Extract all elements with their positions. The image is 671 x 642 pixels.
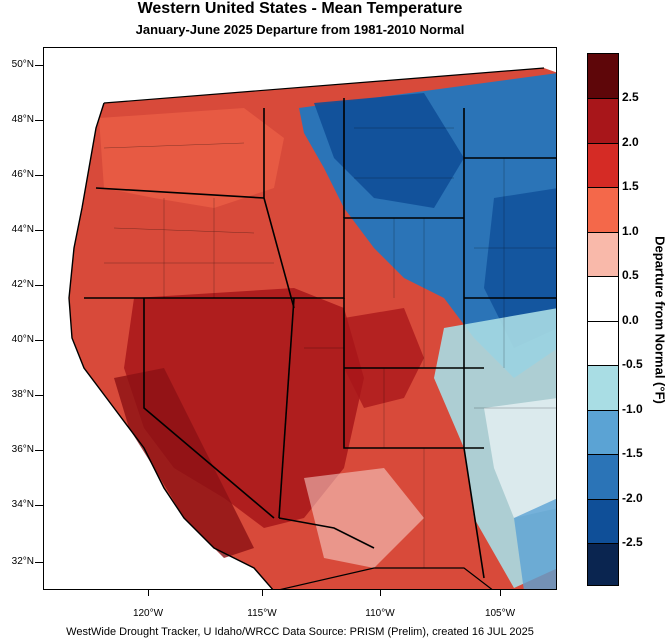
colorbar-divider <box>588 410 618 411</box>
colorbar-segment-10 <box>588 499 618 543</box>
map-canvas <box>44 48 556 589</box>
lat-label-38: 38°N <box>11 389 34 400</box>
county-lines <box>103 127 556 568</box>
hot-region-california <box>114 368 254 558</box>
colorbar-segment-2 <box>588 143 618 187</box>
mexico-border <box>280 567 493 589</box>
colorbar-label-neg-2-5: -2.5 <box>622 535 643 549</box>
lon-label-115: 115°W <box>247 608 277 619</box>
lat-label-42: 42°N <box>11 279 34 290</box>
lat-tick-42 <box>35 285 43 286</box>
lon-tick-110 <box>380 590 381 596</box>
lat-label-48: 48°N <box>11 114 34 125</box>
colorbar-divider <box>588 187 618 188</box>
colorbar <box>587 53 619 586</box>
colorbar-label-1-0: 1.0 <box>622 224 639 238</box>
colorbar-segment-9 <box>588 454 618 499</box>
colorbar-segment-11 <box>588 543 618 585</box>
colorbar-divider <box>588 98 618 99</box>
lon-label-110: 110°W <box>365 608 395 619</box>
colorbar-label-2-5: 2.5 <box>622 90 639 104</box>
colorbar-divider <box>588 454 618 455</box>
colorbar-label-neg-2-0: -2.0 <box>622 491 643 505</box>
colorbar-divider <box>588 232 618 233</box>
lat-tick-46 <box>35 175 43 176</box>
lat-label-44: 44°N <box>11 224 34 235</box>
lat-label-46: 46°N <box>11 169 34 180</box>
lat-tick-32 <box>35 562 43 563</box>
lon-label-105: 105°W <box>484 608 516 619</box>
lon-tick-115 <box>262 590 263 596</box>
colorbar-label-neg-0-5: -0.5 <box>622 357 643 371</box>
colorbar-divider <box>588 276 618 277</box>
colorbar-segment-0 <box>588 54 618 98</box>
lat-label-34: 34°N <box>11 499 34 510</box>
colorbar-segment-5 <box>588 276 618 321</box>
colorbar-segment-3 <box>588 187 618 232</box>
lon-label-120: 120°W <box>132 608 164 619</box>
lat-label-40: 40°N <box>11 334 34 345</box>
colorbar-label-2-0: 2.0 <box>622 135 639 149</box>
colorbar-segment-4 <box>588 232 618 276</box>
lat-label-32: 32°N <box>11 556 34 567</box>
temperature-anomaly-map <box>43 47 557 590</box>
footer-credits: WestWide Drought Tracker, U Idaho/WRCC D… <box>66 626 534 638</box>
light-region-southwest <box>304 468 424 568</box>
state-boundaries <box>84 98 556 579</box>
hot-region-four-corners <box>344 308 424 408</box>
canada-border <box>103 67 545 104</box>
lon-tick-105 <box>500 590 501 596</box>
colorbar-divider <box>588 543 618 544</box>
neutral-transition <box>484 398 556 518</box>
lat-tick-36 <box>35 450 43 451</box>
mild-region-pacific-nw <box>99 108 284 208</box>
lat-tick-34 <box>35 505 43 506</box>
lon-tick-120 <box>148 590 149 596</box>
cool-region-east-edge <box>484 188 556 348</box>
map-subtitle: January-June 2025 Departure from 1981-20… <box>135 22 465 37</box>
lat-tick-44 <box>35 230 43 231</box>
colorbar-divider <box>588 321 618 322</box>
colorbar-segment-6 <box>588 321 618 365</box>
coastline <box>68 102 274 589</box>
colorbar-label-1-5: 1.5 <box>622 179 639 193</box>
lat-tick-48 <box>35 120 43 121</box>
colorbar-label-0-0: 0.0 <box>622 313 639 327</box>
cool-patch-south <box>514 498 556 589</box>
colorbar-divider <box>588 143 618 144</box>
lat-tick-40 <box>35 340 43 341</box>
colorbar-divider <box>588 499 618 500</box>
lat-label-50: 50°N <box>11 59 34 70</box>
lat-label-36: 36°N <box>11 444 34 455</box>
lat-tick-38 <box>35 395 43 396</box>
colorbar-segment-7 <box>588 365 618 410</box>
colorbar-segment-8 <box>588 410 618 454</box>
map-title: Western United States - Mean Temperature <box>137 0 463 17</box>
lat-tick-50 <box>35 65 43 66</box>
colorbar-title: Departure from Normal (°F) <box>652 236 668 404</box>
colorbar-label-neg-1-0: -1.0 <box>622 402 643 416</box>
cool-region-montana-core <box>314 93 464 208</box>
colorbar-label-0-5: 0.5 <box>622 268 639 282</box>
colorbar-segment-1 <box>588 98 618 143</box>
colorbar-divider <box>588 365 618 366</box>
colorbar-label-neg-1-5: -1.5 <box>622 446 643 460</box>
